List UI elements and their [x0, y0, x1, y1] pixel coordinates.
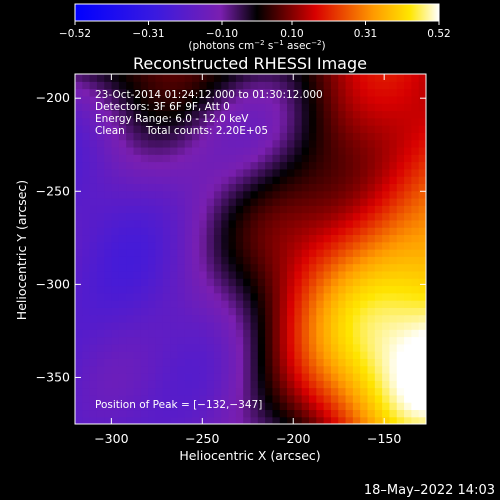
y-axis: −200 −250 −300 −350 — [36, 90, 426, 384]
y-tick-label: −200 — [36, 90, 70, 105]
clean-label: Clean — [95, 125, 125, 137]
x-tick-label: −300 — [94, 431, 128, 446]
heatmap-cells — [75, 74, 426, 424]
x-axis: −300 −250 −200 −150 — [94, 74, 401, 446]
x-tick-label: −150 — [367, 431, 401, 446]
colorbar-gradient — [74, 3, 440, 22]
observation-time: 23-Oct-2014 01:24:12.000 to 01:30:12.000 — [95, 89, 323, 101]
y-tick-label: −300 — [36, 276, 70, 291]
detectors-text: Detectors: 3F 6F 9F, Att 0 — [95, 101, 230, 113]
x-axis-label: Heliocentric X (arcsec) — [179, 448, 320, 463]
y-tick-label: −250 — [36, 183, 70, 198]
annotation-block: 23-Oct-2014 01:24:12.000 to 01:30:12.000… — [95, 89, 323, 137]
total-counts-text: Total counts: 2.20E+05 — [145, 125, 268, 137]
colorbar-tick-label: 0.10 — [280, 28, 303, 40]
colorbar-tick-label: −0.31 — [132, 28, 164, 40]
colorbar: −0.52 −0.31 −0.10 0.10 0.31 0.52 (photons cm−… — [59, 3, 451, 52]
x-tick-label: −200 — [276, 431, 310, 446]
footer-timestamp: 18–May–2022 14:03 — [364, 483, 495, 498]
colorbar-tick-label: −0.10 — [206, 28, 238, 40]
colorbar-tick-label: 0.31 — [354, 28, 377, 40]
chart-title: Reconstructed RHESSI Image — [133, 54, 367, 73]
energy-range-text: Energy Range: 6.0 - 12.0 keV — [95, 113, 249, 125]
y-axis-label: Heliocentric Y (arcsec) — [14, 180, 29, 320]
x-tick-label: −250 — [185, 431, 219, 446]
colorbar-unit-label: (photons cm−2 s−1 asec−2) — [188, 39, 325, 52]
colorbar-tick-label: −0.52 — [59, 28, 91, 40]
plot-frame — [74, 73, 427, 425]
y-tick-label: −350 — [36, 369, 70, 384]
colorbar-tick-label: 0.52 — [427, 28, 450, 40]
peak-position-text: Position of Peak = [−132,−347] — [95, 399, 262, 411]
